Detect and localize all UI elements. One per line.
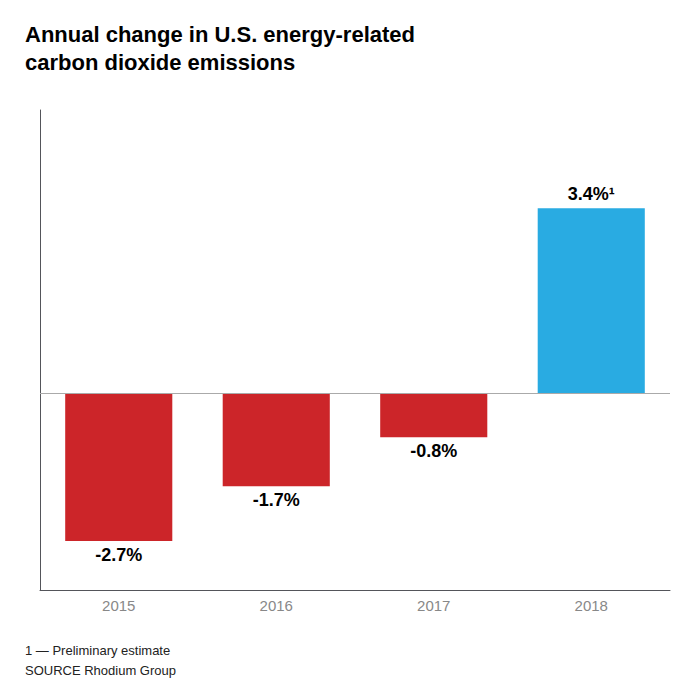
svg-text:2016: 2016	[260, 597, 293, 614]
svg-text:-1.7%: -1.7%	[253, 490, 300, 510]
svg-text:2015: 2015	[102, 597, 135, 614]
svg-text:-2.7%: -2.7%	[95, 545, 142, 565]
svg-text:carbon dioxide emissions: carbon dioxide emissions	[25, 50, 295, 75]
svg-text:Annual change in U.S. energy-r: Annual change in U.S. energy-related	[25, 22, 415, 47]
svg-text:2018: 2018	[575, 597, 608, 614]
svg-text:1 — Preliminary estimate: 1 — Preliminary estimate	[25, 643, 170, 658]
svg-text:SOURCE Rhodium Group: SOURCE Rhodium Group	[25, 663, 176, 678]
svg-text:3.4%¹: 3.4%¹	[568, 184, 615, 204]
svg-text:2017: 2017	[417, 597, 450, 614]
svg-text:-0.8%: -0.8%	[410, 441, 457, 461]
